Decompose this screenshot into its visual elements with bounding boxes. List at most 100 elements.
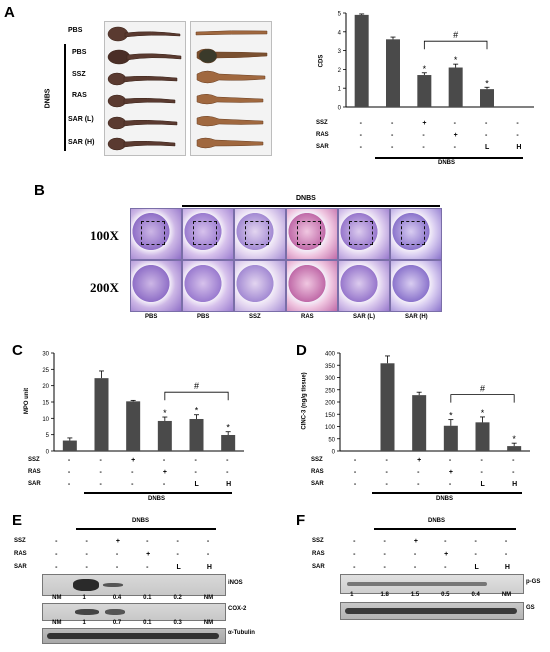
histology-200x-image bbox=[130, 260, 182, 312]
gs-label: GS bbox=[526, 605, 535, 611]
tubulin-band bbox=[47, 633, 219, 639]
treatment-cell: - bbox=[194, 469, 197, 476]
band-value: 0.3 bbox=[173, 620, 182, 626]
panel-b-dnbs-header: DNBS bbox=[296, 195, 316, 202]
bar bbox=[221, 434, 236, 451]
bar bbox=[443, 425, 458, 451]
treatment-cell: - bbox=[512, 457, 515, 464]
bar bbox=[189, 418, 204, 451]
bar bbox=[354, 14, 369, 108]
treatment-cell: + bbox=[146, 551, 151, 558]
cox2-band-3 bbox=[105, 609, 125, 615]
band-value: 1.8 bbox=[380, 592, 389, 598]
mag-label-100x: 100X bbox=[90, 228, 119, 243]
treatment-cell: - bbox=[485, 120, 488, 127]
treatment-cell: - bbox=[391, 144, 394, 151]
y-tick-label: 1 bbox=[338, 87, 342, 93]
y-tick-label: 3 bbox=[338, 49, 342, 55]
histology-column-label: PBS bbox=[197, 314, 210, 320]
band-value: NM bbox=[203, 620, 214, 626]
treatment-cell: - bbox=[99, 469, 102, 476]
treatment-cell: - bbox=[422, 132, 425, 139]
treatment-cell: - bbox=[422, 144, 425, 151]
significance-star: * bbox=[449, 411, 453, 421]
treatment-cell: - bbox=[385, 481, 388, 488]
bar bbox=[412, 395, 427, 451]
significance-bracket bbox=[423, 40, 488, 50]
cds-bar-chart: 0 1 2 3 4 5 * * * # bbox=[338, 12, 534, 112]
y-tick-label: 250 bbox=[325, 388, 336, 394]
significance-bracket bbox=[164, 391, 229, 401]
band-value: 1 bbox=[82, 595, 86, 601]
band-value: NM bbox=[203, 595, 214, 601]
row-label-pbs-1: PBS bbox=[68, 27, 83, 34]
treatment-cell: - bbox=[391, 132, 394, 139]
treatment-cell: - bbox=[115, 564, 119, 571]
treatment-cell: + bbox=[422, 120, 427, 127]
histology-column-label: RAS bbox=[301, 314, 314, 320]
treatment-cell: - bbox=[504, 551, 508, 558]
treatment-cell: - bbox=[353, 469, 357, 476]
bracket-hash: # bbox=[453, 30, 458, 40]
zoom-region-box bbox=[401, 221, 425, 245]
histology-column-label: SAR (L) bbox=[353, 314, 375, 320]
inos-label: iNOS bbox=[228, 580, 243, 586]
band-value: 0.4 bbox=[112, 595, 122, 601]
treatment-cell: - bbox=[99, 457, 102, 464]
colon-photo-left bbox=[104, 21, 186, 156]
pgs-band bbox=[347, 582, 487, 586]
y-tick-label: 100 bbox=[325, 425, 336, 431]
panel-e-dnbs-line bbox=[76, 528, 216, 530]
treatment-cell: - bbox=[131, 481, 134, 488]
treatment-cell: - bbox=[512, 469, 515, 476]
bar bbox=[480, 89, 494, 107]
treat-label-sar-f: SAR bbox=[312, 564, 325, 570]
dnbs-line-c bbox=[84, 492, 232, 494]
treatment-cell: + bbox=[413, 538, 418, 545]
significance-star: * bbox=[481, 408, 485, 418]
tubulin-label: α-Tubulin bbox=[228, 630, 255, 636]
mpo-bar-chart: 0 5 10 15 20 25 30 * * * # bbox=[42, 352, 244, 456]
panel-b-dnbs-line bbox=[182, 205, 440, 207]
treat-label-ras-f: RAS bbox=[312, 551, 325, 557]
treat-label-sar-d: SAR bbox=[311, 481, 324, 487]
histology-100x-image bbox=[234, 208, 286, 260]
y-tick-label: 15 bbox=[42, 401, 49, 407]
y-tick-label: 20 bbox=[42, 384, 49, 390]
treatment-cell: - bbox=[67, 457, 71, 464]
treatment-cell: - bbox=[353, 481, 357, 488]
treatment-cell: - bbox=[353, 551, 356, 558]
treatment-cell: - bbox=[206, 538, 210, 545]
treatment-cell: - bbox=[162, 457, 166, 464]
band-value: 1 bbox=[82, 620, 86, 626]
colon-specimens-left bbox=[107, 26, 182, 151]
band-value: 0.2 bbox=[173, 595, 182, 601]
band-value: NM bbox=[52, 595, 62, 601]
treatment-cell: - bbox=[448, 481, 452, 488]
cds-y-axis-label: CDS bbox=[318, 54, 325, 68]
gs-blot bbox=[340, 602, 524, 620]
dnbs-line-d bbox=[372, 492, 522, 494]
zoom-region-box bbox=[193, 221, 217, 245]
inos-blot bbox=[42, 574, 226, 596]
treat-label-ssz-c: SSZ bbox=[28, 457, 40, 463]
mpo-y-axis-label: MPO unit bbox=[24, 387, 31, 415]
y-tick-label: 5 bbox=[46, 433, 50, 439]
treatment-cell: + bbox=[448, 469, 453, 476]
significance-star: * bbox=[454, 55, 458, 65]
treatment-cell: - bbox=[359, 144, 362, 151]
treatment-cell: - bbox=[448, 457, 452, 464]
treatment-cell: L bbox=[474, 564, 479, 571]
treat-label-sar-e: SAR bbox=[14, 564, 27, 570]
treatment-cell: H bbox=[206, 564, 212, 571]
bracket-hash: # bbox=[480, 384, 485, 394]
treatment-cell: + bbox=[444, 551, 449, 558]
treatment-cell: - bbox=[383, 564, 386, 571]
bar bbox=[386, 39, 400, 107]
treatment-cell: - bbox=[353, 538, 356, 545]
treat-label-ras-e: RAS bbox=[14, 551, 27, 557]
treat-label-ras-a: RAS bbox=[316, 132, 329, 138]
panel-label-e: E bbox=[12, 512, 23, 529]
treatment-cell: - bbox=[55, 538, 58, 545]
treatment-cell: - bbox=[383, 538, 386, 545]
